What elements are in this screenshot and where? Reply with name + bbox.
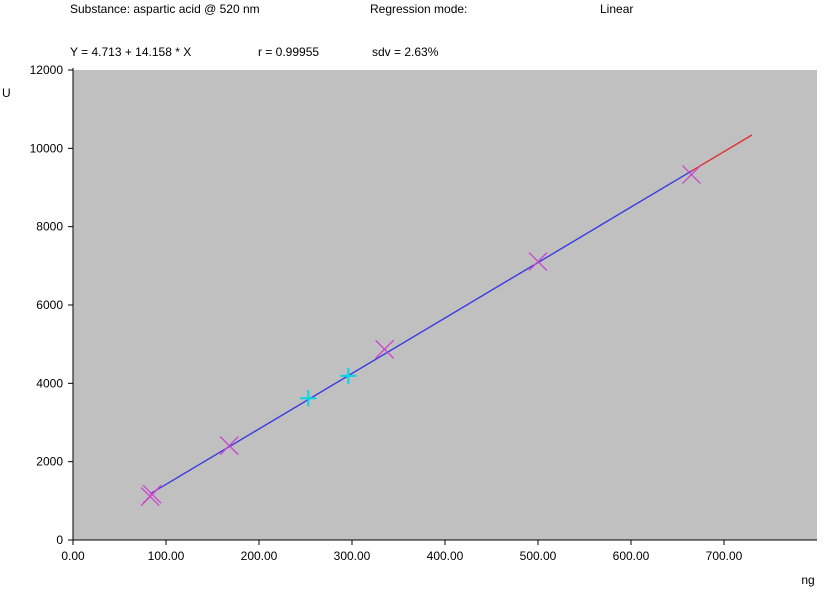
regression-layer bbox=[149, 134, 753, 495]
regression-mode-label: Regression mode: bbox=[370, 2, 468, 16]
y-tick-label: 6000 bbox=[36, 298, 63, 312]
y-tick-label: 10000 bbox=[30, 141, 64, 155]
regression-equation: Y = 4.713 + 14.158 * X bbox=[70, 45, 192, 59]
regression-mode-value: Linear bbox=[600, 2, 634, 16]
sample-point bbox=[340, 367, 357, 384]
x-tick-label: 600.00 bbox=[613, 549, 650, 563]
x-tick-label: 200.00 bbox=[241, 549, 278, 563]
y-tick-label: 8000 bbox=[36, 220, 63, 234]
y-tick-label: 2000 bbox=[36, 455, 63, 469]
standard-point bbox=[142, 484, 162, 504]
x-tick-label: 500.00 bbox=[520, 549, 557, 563]
y-tick-label: 12000 bbox=[30, 63, 64, 77]
plot-area bbox=[73, 70, 817, 540]
extrapolation-line bbox=[691, 134, 753, 172]
y-axis-label: U bbox=[2, 86, 11, 100]
x-tick-label: 300.00 bbox=[334, 549, 371, 563]
x-tick-label: 100.00 bbox=[148, 549, 185, 563]
standard-point bbox=[681, 165, 701, 185]
sample-point bbox=[300, 390, 317, 407]
y-tick-label: 0 bbox=[56, 533, 63, 547]
x-axis-label: ng bbox=[801, 573, 814, 587]
regression-line bbox=[149, 170, 692, 495]
axes-layer: 0 2000 4000 6000 8000 10000 12000 0.00 100.00 200… bbox=[30, 63, 817, 563]
x-tick-label: 700.00 bbox=[706, 549, 743, 563]
points-layer bbox=[140, 165, 701, 506]
x-tick-label: 0.00 bbox=[61, 549, 85, 563]
standard-point bbox=[528, 252, 548, 271]
standard-deviation: sdv = 2.63% bbox=[372, 45, 439, 59]
substance-label: Substance: aspartic acid @ 520 nm bbox=[70, 2, 260, 16]
x-tick-label: 400.00 bbox=[427, 549, 464, 563]
standard-point bbox=[375, 339, 395, 359]
y-tick-label: 4000 bbox=[36, 376, 63, 390]
standard-point bbox=[219, 436, 239, 456]
correlation-coefficient: r = 0.99955 bbox=[258, 45, 320, 59]
